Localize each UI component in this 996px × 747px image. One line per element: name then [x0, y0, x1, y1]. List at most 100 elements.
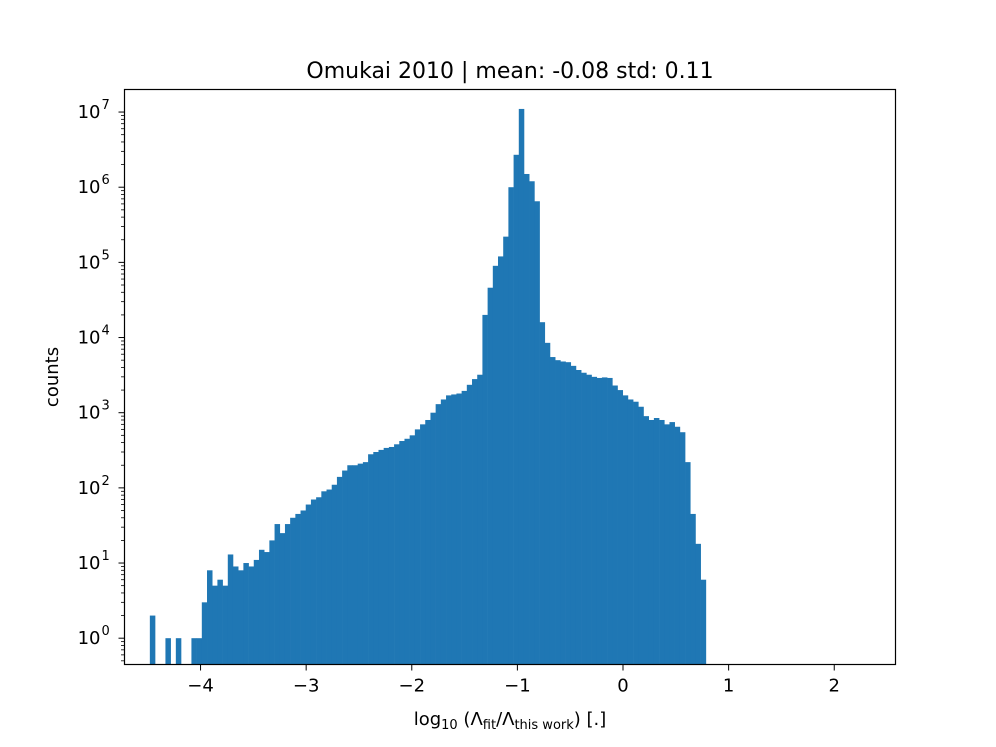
histogram-bar: [565, 362, 572, 665]
x-tick-label: −3: [293, 676, 320, 697]
histogram-bar: [430, 412, 436, 665]
histogram-bar: [472, 379, 478, 665]
y-tick-exponent: 0: [102, 624, 110, 639]
histogram-bar: [456, 393, 462, 665]
histogram-bar: [544, 342, 551, 665]
y-tick-exponent: 3: [102, 399, 110, 414]
y-tick-label: 10: [78, 628, 101, 649]
histogram-bar: [513, 154, 520, 665]
histogram-bar: [638, 406, 644, 665]
histogram-bar: [549, 357, 556, 665]
x-tick-label: −1: [504, 676, 531, 697]
histogram-bar: [238, 570, 244, 665]
histogram-bar: [523, 173, 530, 665]
histogram-bar: [669, 422, 675, 665]
y-tick-exponent: 5: [102, 248, 110, 263]
histogram-bar: [196, 638, 203, 665]
histogram-bar: [643, 416, 649, 665]
y-tick-exponent: 1: [102, 549, 110, 564]
histogram-bar: [420, 424, 426, 665]
histogram-bar: [321, 491, 327, 665]
histogram-bar: [149, 615, 156, 665]
histogram-bar: [461, 390, 468, 665]
histogram-bar: [596, 377, 603, 665]
histogram-bar: [212, 585, 218, 665]
x-tick-label: −2: [399, 676, 426, 697]
histogram-bar: [191, 638, 197, 665]
histogram-bar: [383, 447, 390, 665]
histogram-bar: [674, 426, 681, 665]
histogram-bar: [388, 446, 395, 665]
histogram-bar: [690, 513, 696, 665]
histogram-bar: [622, 395, 629, 665]
histogram-bars: [149, 108, 707, 665]
y-axis-label: counts: [42, 347, 63, 407]
chart-title: Omukai 2010 | mean: -0.08 std: 0.11: [306, 59, 713, 84]
histogram-bar: [217, 579, 223, 665]
histogram-bar: [555, 360, 561, 665]
histogram-bar: [685, 462, 691, 665]
histogram-bar: [581, 372, 587, 665]
plot-frame: [123, 88, 897, 666]
histogram-bar: [232, 566, 239, 665]
histogram-bar: [529, 181, 535, 665]
histogram-bar: [357, 463, 364, 665]
x-axis-label: log10 (Λfit/Λthis work) [.]: [414, 709, 607, 733]
histogram-bar: [607, 377, 613, 665]
histogram-bar: [269, 540, 275, 665]
histogram-bar: [165, 638, 171, 665]
x-axis-label-close: ) [.]: [574, 709, 607, 730]
histogram-bar: [435, 404, 442, 665]
y-tick-label: 10: [78, 252, 101, 273]
y-tick-label: 10: [78, 478, 101, 499]
y-tick-label: 10: [78, 102, 101, 123]
histogram-bar: [570, 365, 577, 665]
histogram-bar: [336, 476, 343, 665]
histogram-bar: [316, 497, 322, 665]
y-tick-label: 10: [78, 177, 101, 198]
histogram-bar: [425, 419, 431, 665]
histogram-bar: [243, 563, 249, 665]
histogram-bar: [575, 369, 582, 665]
y-tick-exponent: 7: [102, 98, 110, 113]
y-tick-label: 10: [78, 553, 101, 574]
y-tick-exponent: 4: [102, 324, 110, 339]
histogram-bar: [368, 454, 374, 665]
histogram-bar: [451, 394, 457, 665]
x-axis-label-open: (Λ: [458, 709, 484, 730]
histogram-bar: [201, 602, 208, 665]
histogram-bar: [659, 419, 665, 665]
histogram-bar: [305, 504, 312, 665]
histogram-bar: [331, 484, 338, 665]
histogram-bar: [284, 524, 291, 665]
histogram-bar: [503, 236, 509, 665]
histogram-bar: [695, 543, 701, 665]
histogram-bar: [264, 552, 270, 665]
histogram-bar: [498, 256, 504, 665]
histogram-bar: [378, 449, 384, 665]
histogram-bar: [492, 265, 499, 665]
histogram-bar: [222, 585, 229, 665]
histogram-bar: [362, 462, 369, 665]
histogram-bar: [601, 377, 608, 665]
histogram-bar: [487, 287, 494, 665]
histogram-bar: [591, 376, 598, 665]
histogram-bar: [409, 435, 416, 665]
x-axis-ticks: −4 −3 −2 −1 0 1 2: [187, 664, 840, 697]
y-tick-label: 10: [78, 328, 101, 349]
histogram-bar: [414, 429, 421, 665]
histogram-bar: [612, 385, 618, 665]
histogram-bar: [295, 513, 301, 665]
histogram-bar: [518, 108, 525, 665]
histogram-bar: [310, 499, 317, 665]
histogram-bar: [586, 374, 592, 665]
histogram-bar: [227, 554, 234, 665]
histogram-bar: [352, 465, 358, 665]
histogram-bar: [279, 533, 286, 665]
histogram-bar: [446, 395, 452, 665]
histogram-bar: [560, 361, 566, 665]
histogram-bar: [290, 517, 296, 665]
histogram-bar: [394, 444, 400, 665]
